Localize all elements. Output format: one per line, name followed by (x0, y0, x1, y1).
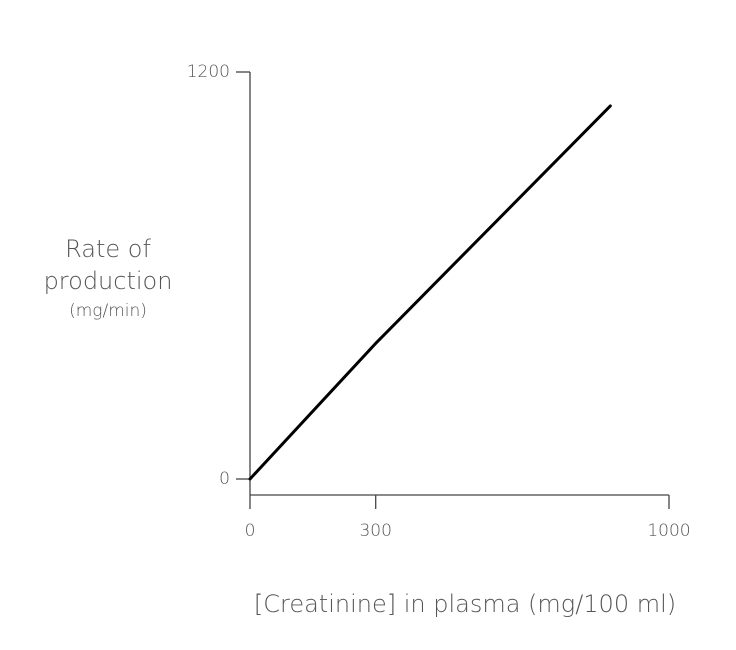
y-axis-label: production (44, 267, 173, 295)
x-tick-label: 1000 (647, 521, 690, 541)
y-axis-unit: (mg/min) (69, 301, 147, 321)
data-line (248, 104, 612, 481)
x-tick-label: 0 (245, 521, 256, 541)
y-axis-label: Rate of (65, 235, 151, 263)
y-tick-label: 0 (219, 469, 230, 489)
x-tick-label: 300 (359, 521, 391, 541)
x-axis-label: [Creatinine] in plasma (mg/100 ml) (254, 590, 676, 618)
y-tick-label: 1200 (187, 62, 230, 82)
